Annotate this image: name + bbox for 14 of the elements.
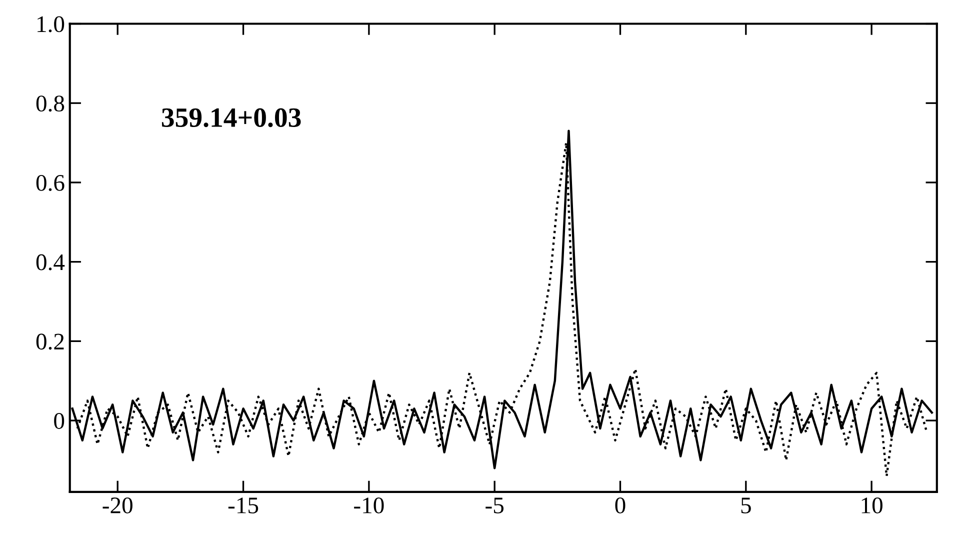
x-tick-label: -20 <box>102 497 132 514</box>
y-tick-label: 1.0 <box>38 16 64 32</box>
x-tick-label: -5 <box>486 498 504 514</box>
y-tick-label: 0.4 <box>36 254 65 270</box>
annotation: 359.14+0.03 <box>162 108 301 128</box>
x-tick-label: 0 <box>615 497 626 514</box>
y-tick-label: 0.6 <box>36 174 64 191</box>
y-tick-label: 0.8 <box>36 96 64 112</box>
x-tick-label: -10 <box>354 497 384 514</box>
x-tick-label: 10 <box>862 497 882 514</box>
x-tick-label: 5 <box>741 498 751 514</box>
y-tick-label: 0 <box>54 413 64 429</box>
y-tick-label: 0.2 <box>36 334 64 350</box>
x-tick-label: -15 <box>228 498 258 514</box>
